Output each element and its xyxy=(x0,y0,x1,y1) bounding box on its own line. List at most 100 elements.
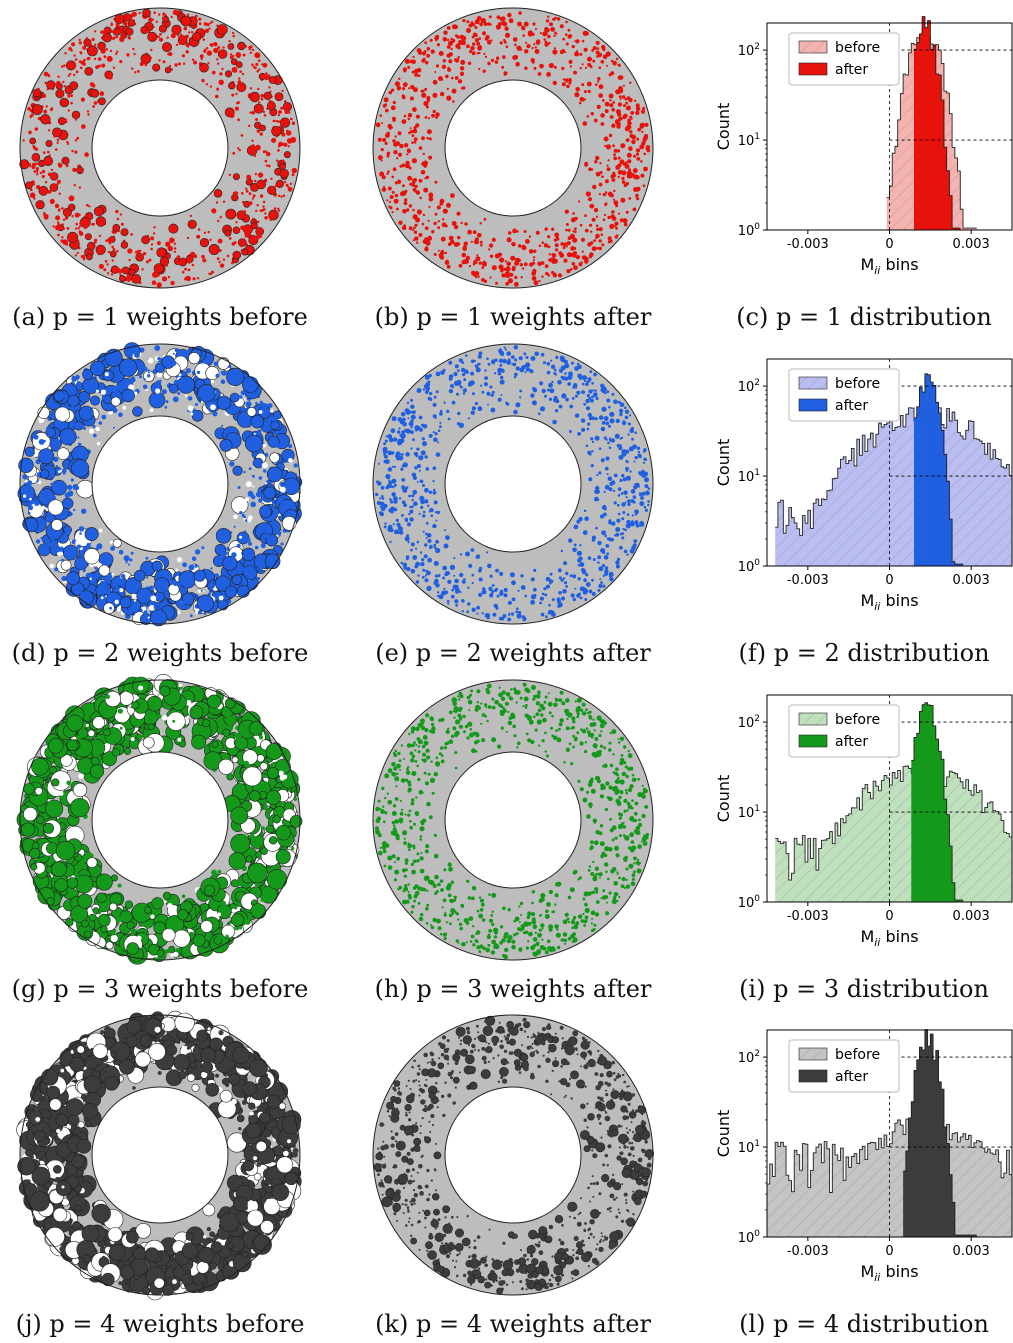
histogram-bar xyxy=(810,528,814,566)
histogram-bar xyxy=(886,777,890,902)
y-tick-label: 100 xyxy=(738,1229,761,1246)
histogram-bar xyxy=(799,844,803,902)
histogram-bar xyxy=(914,49,918,230)
legend-after: after xyxy=(835,398,868,414)
histogram-bar xyxy=(777,841,781,902)
histogram-bar xyxy=(805,523,809,566)
histogram-bar xyxy=(865,451,869,566)
panel-caption: (f) p = 2 distribution xyxy=(738,639,989,667)
histogram-panel: -0.003 0 0.003 100 101 102 Count Mii bins before… xyxy=(714,694,1013,949)
histogram-bar xyxy=(995,811,999,902)
histogram-bar xyxy=(816,1147,820,1237)
histogram-bar xyxy=(914,737,918,902)
histogram-bar xyxy=(783,533,787,566)
histogram-bar xyxy=(794,522,798,566)
histogram-bar xyxy=(854,1153,858,1237)
histogram-bar xyxy=(965,1235,969,1237)
histogram-bar xyxy=(859,1149,863,1237)
x-tick-label: -0.003 xyxy=(787,909,829,924)
histogram-bar xyxy=(786,1175,790,1237)
y-tick-label: 101 xyxy=(738,804,760,821)
histogram-bar xyxy=(992,449,996,566)
weight-markers xyxy=(17,342,303,627)
x-axis-label: Mii bins xyxy=(860,1262,918,1284)
histogram-bar xyxy=(922,392,926,566)
histogram-bar xyxy=(952,772,956,902)
y-tick-label: 101 xyxy=(738,1139,760,1156)
histogram-bar xyxy=(982,443,986,566)
histogram-bar xyxy=(900,1125,904,1237)
histogram-bar xyxy=(938,1081,942,1237)
y-tick-label: 102 xyxy=(738,1049,760,1066)
histogram-bar xyxy=(984,454,988,566)
histogram-bar xyxy=(777,502,781,566)
histogram-bar xyxy=(982,1148,986,1237)
histogram-bar xyxy=(938,413,942,566)
histogram-bar xyxy=(775,838,779,902)
panel-caption: (i) p = 3 distribution xyxy=(739,975,989,1003)
legend-after: after xyxy=(835,734,868,750)
histogram-bar xyxy=(952,228,956,230)
y-tick-label: 101 xyxy=(738,132,760,149)
panel-caption: (l) p = 4 distribution xyxy=(739,1310,989,1338)
histogram-bar xyxy=(892,430,896,566)
x-axis-label: Mii bins xyxy=(860,927,918,949)
histogram-bar xyxy=(786,853,790,902)
histogram-bar xyxy=(924,27,928,230)
histogram-bar xyxy=(851,807,855,902)
histogram-bar xyxy=(826,838,830,902)
histogram-bar xyxy=(992,1154,996,1237)
histogram-bar xyxy=(829,490,833,566)
histogram-bar xyxy=(851,1156,855,1237)
histogram-bar xyxy=(813,503,817,566)
legend-before: before xyxy=(835,40,880,56)
histogram-bar xyxy=(862,435,866,566)
histogram-bar xyxy=(878,790,882,902)
histogram-bar xyxy=(927,374,931,566)
histogram-bar xyxy=(845,815,849,902)
histogram-bar xyxy=(995,1149,999,1237)
histogram-bar xyxy=(976,1140,980,1237)
histogram-bar xyxy=(973,1235,977,1237)
histogram-bar xyxy=(954,157,958,230)
histogram-bar xyxy=(854,465,858,566)
y-axis-label: Count xyxy=(714,103,733,151)
histogram-bar xyxy=(924,1029,928,1237)
histogram-bar xyxy=(960,900,964,902)
histogram-bar xyxy=(873,447,877,566)
histogram-bar xyxy=(870,1142,874,1237)
panel-caption: (j) p = 4 weights before xyxy=(16,1310,305,1338)
y-tick-label: 102 xyxy=(738,42,760,59)
histogram-bar xyxy=(935,1050,939,1237)
histogram-bar xyxy=(905,766,909,902)
histogram-bar xyxy=(816,499,820,566)
histogram-bar xyxy=(949,113,953,230)
histogram-bar xyxy=(1003,1173,1007,1237)
histogram-bar xyxy=(829,1192,833,1237)
histogram-bar xyxy=(1003,468,1007,566)
histogram-bar xyxy=(949,519,953,566)
y-axis-label: Count xyxy=(714,1110,733,1158)
histogram-bar xyxy=(963,228,967,230)
histogram-bar xyxy=(889,785,893,902)
histogram-bar xyxy=(922,704,926,902)
histogram-bar xyxy=(965,1139,969,1237)
x-tick-label: 0.003 xyxy=(953,909,990,924)
panel-caption: (e) p = 2 weights after xyxy=(375,639,651,667)
series-after xyxy=(914,16,961,231)
legend-before: before xyxy=(835,1047,880,1063)
weight-markers xyxy=(375,682,650,960)
histogram-bar xyxy=(772,1176,776,1237)
histogram-bar xyxy=(886,422,890,566)
x-tick-label: -0.003 xyxy=(787,237,829,252)
panel-caption: (a) p = 1 weights before xyxy=(12,303,308,331)
histogram-bar xyxy=(859,455,863,566)
histogram-bar xyxy=(952,1133,956,1237)
legend: before after xyxy=(788,1039,900,1093)
y-tick-label: 102 xyxy=(738,378,760,395)
weight-markers xyxy=(16,673,303,965)
histogram-bar xyxy=(916,1059,920,1237)
histogram-bar xyxy=(941,99,945,231)
histogram-bar xyxy=(780,843,784,902)
histogram-bar xyxy=(791,873,795,902)
